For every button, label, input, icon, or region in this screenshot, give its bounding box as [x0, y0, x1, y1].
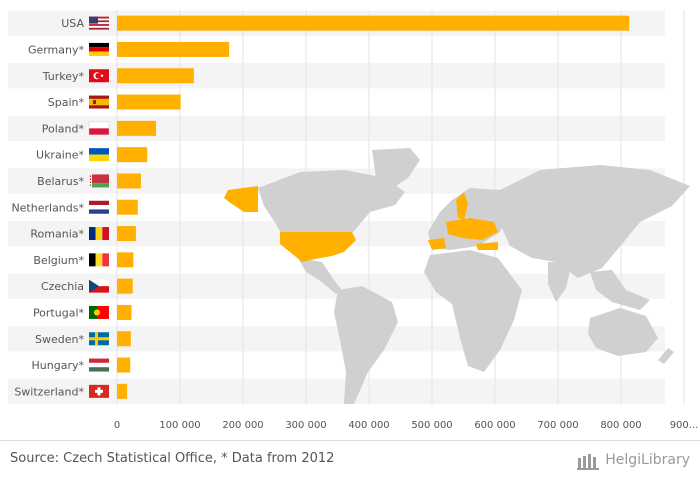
bar	[117, 15, 630, 31]
bar	[117, 173, 141, 189]
bar	[117, 357, 131, 373]
ch-flag-icon	[89, 384, 109, 398]
category-label: Spain*	[48, 96, 85, 109]
map-southeast-asia	[590, 270, 650, 310]
map-asia	[500, 165, 690, 278]
bar	[117, 41, 230, 57]
bar	[117, 383, 128, 399]
map-central-america	[298, 258, 342, 294]
hu-flag-icon	[89, 358, 109, 372]
se-flag-icon	[89, 332, 109, 346]
bar	[117, 120, 157, 136]
x-tick-label: 700 000	[537, 420, 578, 431]
category-label: Romania*	[30, 228, 84, 241]
map-highlight-turkey	[476, 242, 498, 250]
be-flag-icon	[89, 253, 109, 267]
bar	[117, 226, 136, 242]
footer: Source: Czech Statistical Office, * Data…	[0, 440, 700, 484]
map-greenland	[372, 148, 420, 190]
ua-flag-icon	[89, 148, 109, 162]
x-tick-label: 0	[114, 420, 120, 431]
map-highlight-alaska	[224, 186, 258, 212]
bar	[117, 94, 181, 110]
x-axis-ticks: 0 100 000 200 000 300 000 400 000 500 000 600 …	[114, 420, 699, 431]
de-flag-icon	[89, 42, 109, 56]
category-label: Sweden*	[35, 333, 84, 346]
tr-flag-icon	[89, 69, 109, 83]
map-highlight-usa	[280, 232, 356, 262]
x-tick-label: 800 000	[600, 420, 641, 431]
library-icon	[577, 454, 600, 470]
map-highlight-europe	[446, 218, 498, 240]
flags	[88, 16, 110, 398]
bar	[117, 304, 132, 320]
category-label: Germany*	[28, 43, 85, 56]
category-label: Netherlands*	[11, 201, 84, 214]
bar	[117, 278, 133, 294]
bar	[117, 331, 131, 347]
source-note: Source: Czech Statistical Office, * Data…	[10, 451, 335, 466]
map-highlight-spain	[428, 238, 446, 250]
map-india	[548, 262, 572, 302]
map-south-america	[334, 286, 398, 404]
map-new-zealand	[658, 348, 674, 364]
map-australia	[588, 308, 658, 356]
bars	[117, 15, 630, 399]
bar	[117, 199, 138, 215]
bar	[117, 252, 134, 268]
category-labels: USA Germany* Turkey* Spain* Poland* Ukraine* B…	[11, 17, 84, 398]
x-tick-label: 100 000	[159, 420, 200, 431]
category-label: Belgium*	[33, 254, 84, 267]
pl-flag-icon	[88, 121, 110, 136]
category-label: USA	[61, 17, 84, 30]
x-tick-label: 900...	[670, 420, 699, 431]
map-highlight-sweden	[456, 192, 468, 220]
category-label: Hungary*	[32, 359, 85, 372]
category-label: Czechia	[41, 280, 84, 293]
nl-flag-icon	[89, 200, 109, 214]
category-label: Ukraine*	[36, 149, 84, 162]
bar-chart: USA Germany* Turkey* Spain* Poland* Ukraine* B…	[8, 10, 699, 431]
by-flag-icon	[89, 174, 109, 188]
x-tick-label: 300 000	[285, 420, 326, 431]
category-label: Poland*	[42, 122, 85, 135]
pt-flag-icon	[89, 305, 109, 319]
category-label: Switzerland*	[14, 385, 84, 398]
category-label: Turkey*	[42, 70, 85, 83]
bar	[117, 147, 148, 163]
bar	[117, 68, 194, 84]
us-flag-icon	[89, 16, 109, 30]
brand-logo: HelgiLibrary	[577, 450, 690, 470]
x-tick-label: 500 000	[411, 420, 452, 431]
category-label: Belarus*	[37, 175, 84, 188]
x-tick-label: 400 000	[348, 420, 389, 431]
world-map	[224, 148, 690, 404]
ro-flag-icon	[89, 227, 109, 241]
x-tick-label: 600 000	[474, 420, 515, 431]
x-tick-label: 200 000	[222, 420, 263, 431]
brand-name: HelgiLibrary	[605, 452, 690, 468]
es-flag-icon	[89, 95, 109, 109]
category-label: Portugal*	[33, 306, 85, 319]
cz-flag-icon	[89, 279, 109, 293]
map-africa	[424, 250, 522, 372]
